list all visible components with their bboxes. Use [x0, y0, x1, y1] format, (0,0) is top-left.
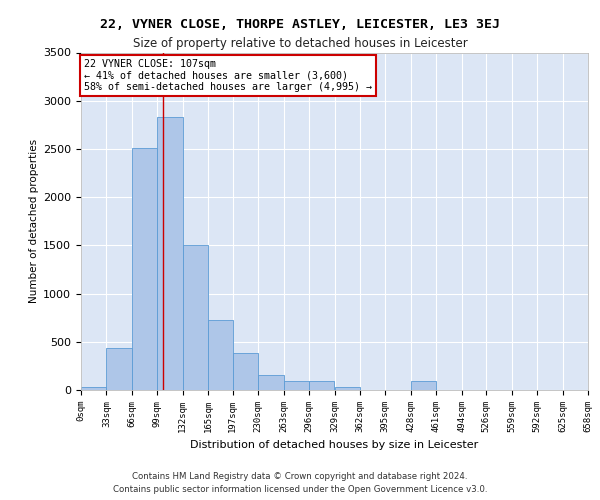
Bar [258, 374, 284, 390]
Bar [183, 246, 208, 390]
Text: 22, VYNER CLOSE, THORPE ASTLEY, LEICESTER, LE3 3EJ: 22, VYNER CLOSE, THORPE ASTLEY, LEICESTE… [100, 18, 500, 30]
X-axis label: Distribution of detached houses by size in Leicester: Distribution of detached houses by size … [190, 440, 479, 450]
Text: 22 VYNER CLOSE: 107sqm
← 41% of detached houses are smaller (3,600)
58% of semi-: 22 VYNER CLOSE: 107sqm ← 41% of detached… [84, 59, 372, 92]
Bar [233, 354, 258, 390]
Bar [284, 382, 309, 390]
Bar [106, 348, 132, 390]
Text: Size of property relative to detached houses in Leicester: Size of property relative to detached ho… [133, 38, 467, 51]
Bar [335, 387, 360, 390]
Bar [132, 148, 157, 390]
Bar [208, 320, 233, 390]
Bar [411, 382, 436, 390]
Bar [157, 117, 183, 390]
Bar [81, 387, 106, 390]
Text: Contains HM Land Registry data © Crown copyright and database right 2024.
Contai: Contains HM Land Registry data © Crown c… [113, 472, 487, 494]
Y-axis label: Number of detached properties: Number of detached properties [29, 139, 39, 304]
Bar [309, 382, 335, 390]
